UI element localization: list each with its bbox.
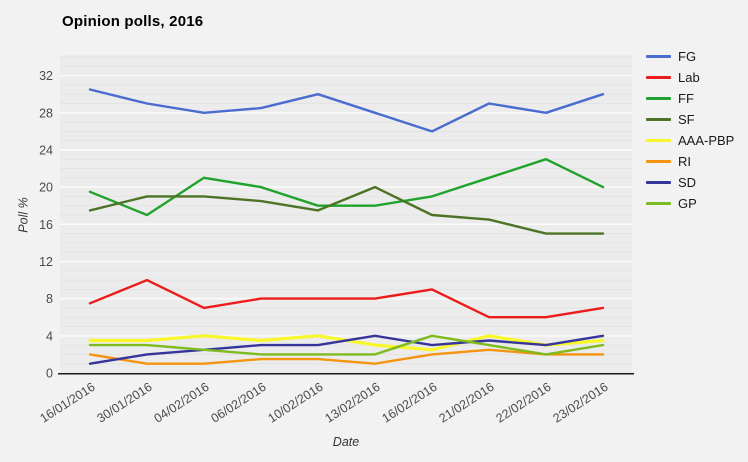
legend-swatch-fg bbox=[646, 55, 671, 58]
legend-swatch-gp bbox=[646, 202, 671, 205]
legend-label: GP bbox=[678, 196, 697, 211]
y-tick-labels: 0 4 8 12 16 20 24 28 32 bbox=[39, 69, 53, 380]
legend-label: RI bbox=[678, 154, 691, 169]
y-tick-label: 8 bbox=[46, 292, 53, 306]
y-tick-label: 28 bbox=[39, 106, 53, 120]
legend-item-aaa-pbp: AAA-PBP bbox=[646, 134, 734, 147]
legend-label: SF bbox=[678, 112, 695, 127]
legend-item-sd: SD bbox=[646, 176, 734, 189]
y-tick-label: 12 bbox=[39, 255, 53, 269]
y-tick-label: 0 bbox=[46, 367, 53, 381]
x-tick-label: 04/02/2016 bbox=[152, 380, 212, 426]
legend-label: Lab bbox=[678, 70, 700, 85]
series-line-sd bbox=[88, 334, 605, 365]
legend-item-ri: RI bbox=[646, 155, 734, 168]
plot-panel bbox=[60, 55, 632, 373]
legend-item-gp: GP bbox=[646, 197, 734, 210]
legend-swatch-sd bbox=[646, 181, 671, 184]
y-tick-label: 24 bbox=[39, 143, 53, 157]
legend-label: AAA-PBP bbox=[678, 133, 735, 148]
legend-label: FG bbox=[678, 49, 697, 64]
legend-label: FF bbox=[678, 91, 694, 106]
series-line-lab bbox=[88, 278, 605, 319]
legend-swatch-ri bbox=[646, 160, 671, 163]
legend-item-sf: SF bbox=[646, 113, 734, 126]
legend-swatch-lab bbox=[646, 76, 671, 79]
series-line-gp bbox=[88, 334, 605, 356]
series-line-ri bbox=[88, 348, 605, 365]
legend-swatch-ff bbox=[646, 97, 671, 100]
legend-label: SD bbox=[678, 175, 697, 190]
y-tick-label: 4 bbox=[46, 329, 53, 343]
x-tick-label: 21/02/2016 bbox=[437, 380, 497, 426]
chart-title: Opinion polls, 2016 bbox=[62, 13, 204, 30]
x-tick-label: 06/02/2016 bbox=[209, 380, 269, 426]
y-tick-label: 32 bbox=[39, 69, 53, 83]
legend-swatch-sf bbox=[646, 118, 671, 121]
series-line-fg bbox=[88, 88, 605, 133]
x-tick-label: 23/02/2016 bbox=[551, 380, 611, 426]
x-tick-label: 16/01/2016 bbox=[38, 380, 98, 426]
legend-item-lab: Lab bbox=[646, 71, 734, 84]
x-tick-label: 16/02/2016 bbox=[380, 380, 440, 426]
x-tick-label: 30/01/2016 bbox=[95, 380, 155, 426]
x-tick-label: 22/02/2016 bbox=[494, 380, 554, 426]
x-axis-label: Date bbox=[332, 435, 360, 449]
x-tick-labels: 16/01/201630/01/201604/02/201606/02/2016… bbox=[38, 380, 611, 426]
y-axis-label: Poll % bbox=[16, 197, 31, 233]
legend: FG Lab FF SF AAA-PBP RI SD GP bbox=[646, 50, 734, 210]
x-tick-label: 13/02/2016 bbox=[323, 380, 383, 426]
legend-item-fg: FG bbox=[646, 50, 734, 63]
y-tick-label: 20 bbox=[39, 181, 53, 195]
x-tick-label: 10/02/2016 bbox=[266, 380, 326, 426]
legend-swatch-aaa-pbp bbox=[646, 139, 671, 142]
series-line-sf bbox=[88, 185, 605, 235]
legend-item-ff: FF bbox=[646, 92, 734, 105]
y-tick-label: 16 bbox=[39, 218, 53, 232]
